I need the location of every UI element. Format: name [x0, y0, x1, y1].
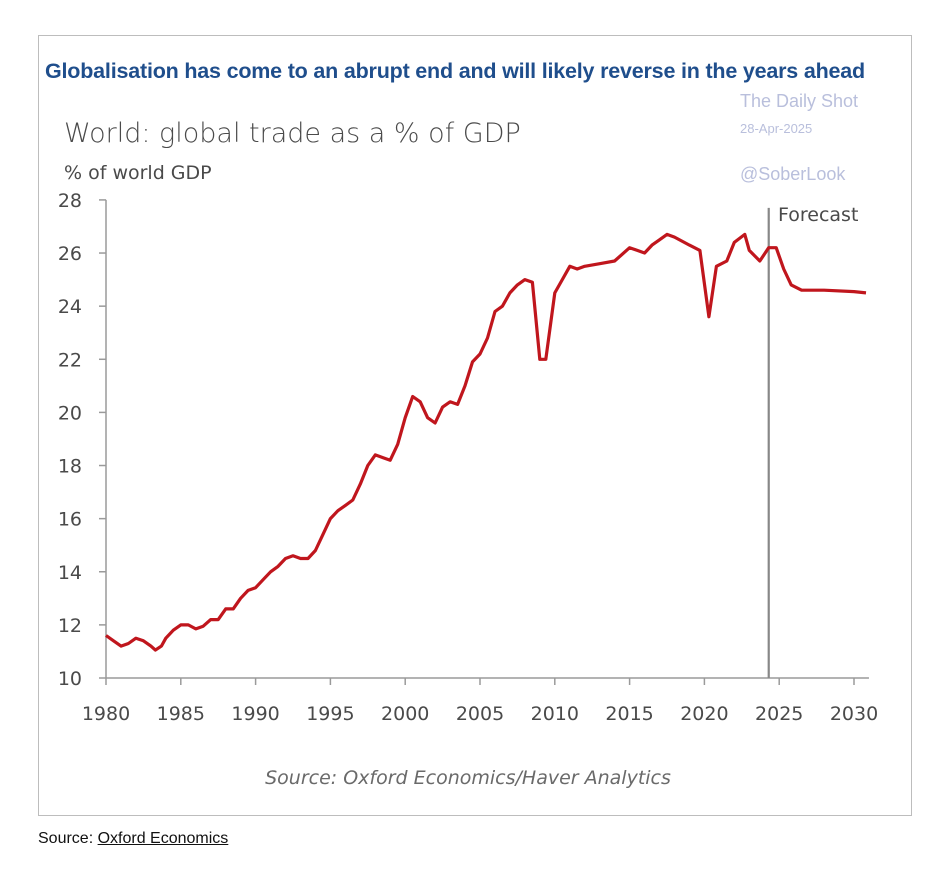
watermark-date: 28-Apr-2025	[740, 121, 813, 136]
watermark-name: The Daily Shot	[740, 91, 859, 111]
x-tick-label: 2020	[680, 703, 728, 725]
y-tick-label: 16	[58, 509, 82, 531]
y-tick-label: 22	[58, 349, 82, 371]
y-tick-label: 24	[58, 296, 82, 318]
forecast-annotation: Forecast	[778, 204, 859, 226]
y-tick-label: 18	[58, 456, 82, 478]
watermark-handle: @SoberLook	[740, 164, 846, 184]
y-tick-label: 12	[58, 615, 82, 637]
y-tick-label: 14	[58, 562, 82, 584]
x-tick-label: 1985	[157, 703, 205, 725]
y-tick-label: 28	[58, 190, 82, 212]
x-tick-label: 2030	[830, 703, 878, 725]
x-tick-label: 2010	[531, 703, 579, 725]
oxford-economics-link[interactable]: Oxford Economics	[97, 830, 229, 847]
y-tick-label: 26	[58, 243, 82, 265]
x-tick-label: 2000	[381, 703, 429, 725]
footer-prefix: Source:	[38, 830, 98, 847]
footer-source: Source: Oxford Economics	[38, 830, 228, 848]
x-tick-label: 2005	[456, 703, 504, 725]
chart-frame	[38, 35, 912, 816]
x-tick-label: 1980	[82, 703, 130, 725]
chart-title: World: global trade as a % of GDP	[64, 118, 521, 149]
y-tick-label: 10	[58, 668, 82, 690]
x-tick-label: 1995	[306, 703, 354, 725]
x-tick-label: 2015	[605, 703, 653, 725]
y-axis-label: % of world GDP	[64, 162, 212, 184]
y-tick-label: 20	[58, 402, 82, 424]
trade-line	[105, 232, 867, 652]
x-tick-label: 1990	[231, 703, 279, 725]
headline: Globalisation has come to an abrupt end …	[45, 59, 865, 83]
chart-source: Source: Oxford Economics/Haver Analytics	[265, 767, 671, 789]
x-tick-label: 2025	[755, 703, 803, 725]
